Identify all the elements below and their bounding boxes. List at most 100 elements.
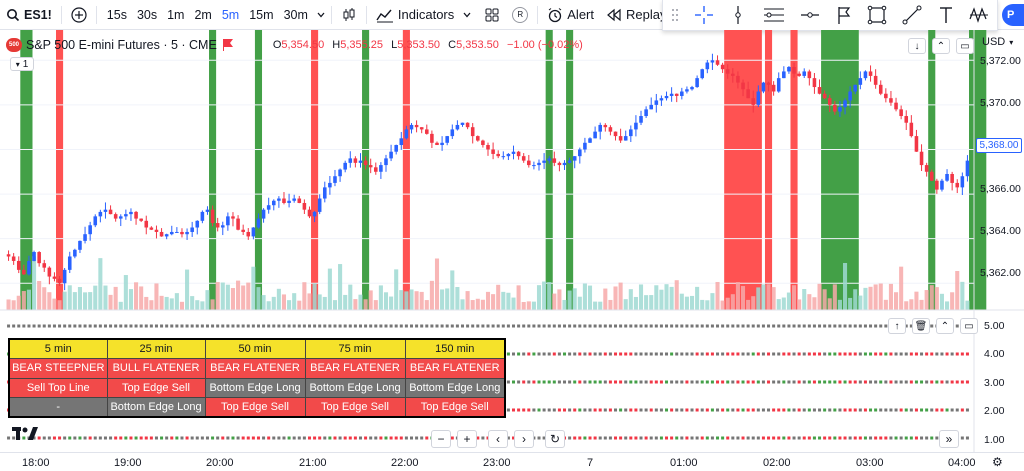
timeframe-15m[interactable]: 15m (249, 7, 274, 22)
volume-bar (480, 299, 485, 310)
currency-selector[interactable]: USD ▾ (978, 32, 1024, 52)
vertical-line-icon[interactable] (729, 5, 747, 25)
indicator-dot (629, 436, 633, 440)
indicator-dot (384, 324, 388, 328)
crosshair-icon[interactable] (694, 5, 714, 25)
horizontal-lines-icon[interactable] (763, 5, 785, 25)
reset-chart-button[interactable]: ↻ (545, 430, 565, 448)
volume-bar (470, 300, 475, 310)
indicator-dot (394, 324, 398, 328)
candle-body (756, 91, 761, 105)
currency-label: USD (982, 36, 1006, 48)
indicator-dot (353, 436, 357, 440)
arrow-up-icon[interactable]: ↑ (888, 318, 906, 334)
publish-button[interactable]: P (1002, 4, 1024, 26)
maximize-pane-icon[interactable]: ▭ (960, 318, 978, 334)
indicator-dot (129, 436, 133, 440)
candle-body (231, 216, 235, 219)
trash-icon[interactable]: 🗑 (912, 318, 930, 334)
replay-button[interactable]: Replay (600, 0, 672, 30)
timeframe-2m[interactable]: 2m (194, 7, 212, 22)
zoom-in-button[interactable]: + (457, 430, 477, 448)
volume-bar (633, 296, 638, 310)
volume-bar (521, 301, 526, 310)
tradingview-logo[interactable] (12, 427, 38, 446)
alert-button[interactable]: Alert (541, 0, 600, 30)
legend-collapse-button[interactable]: ▾ 1 (10, 57, 34, 71)
collapse-pane-icon[interactable]: ⌃ (932, 38, 950, 54)
indicators-button[interactable]: Indicators (370, 0, 478, 30)
table-cell: Top Edge Sell (204, 397, 306, 418)
flag-icon[interactable] (836, 5, 852, 25)
volume-bar (842, 262, 848, 310)
candle-body (159, 231, 164, 237)
gear-icon[interactable]: ⚙ (992, 455, 1003, 469)
arrow-down-icon[interactable]: ↓ (908, 38, 926, 54)
candle-body (868, 71, 873, 76)
indicator-dot (828, 324, 832, 328)
volume-bar (93, 285, 98, 310)
timeframe-30s[interactable]: 30s (136, 7, 158, 22)
timeframe-5m[interactable]: 5m (221, 7, 240, 22)
volume-bar (618, 282, 623, 310)
volume-bar (174, 293, 179, 310)
indicator-dot (823, 352, 827, 356)
text-icon[interactable] (938, 5, 954, 25)
indicator-dot (568, 408, 572, 412)
indicator-dot (746, 352, 750, 356)
timeframe-15s[interactable]: 15s (106, 7, 127, 22)
compare-symbol-button[interactable] (65, 0, 93, 30)
volume-bar (664, 284, 669, 310)
indicator-dot (88, 436, 92, 440)
chart-type-button[interactable] (335, 0, 363, 30)
indicator-dot (578, 352, 582, 356)
horizontal-ray-icon[interactable] (800, 5, 820, 25)
indicator-dot (144, 324, 148, 328)
indicator-dot (863, 436, 867, 440)
rectangle-icon[interactable] (867, 5, 887, 25)
candle-body (741, 82, 745, 90)
scroll-to-realtime-button[interactable]: » (939, 430, 959, 448)
scroll-left-button[interactable]: ‹ (488, 430, 508, 448)
indicator-dot (767, 380, 771, 384)
scroll-right-button[interactable]: › (514, 430, 534, 448)
indicator-dot (904, 436, 908, 440)
indicator-dot (751, 436, 755, 440)
indicator-dot (149, 436, 153, 440)
indicator-dot (639, 352, 643, 356)
volume-bar (21, 291, 26, 310)
indicator-dot (644, 408, 648, 412)
volume-bar (77, 287, 82, 310)
indicator-dot (874, 436, 878, 440)
timeframe-1m[interactable]: 1m (167, 7, 185, 22)
indicator-dot (384, 436, 388, 440)
indicator-dot (782, 380, 786, 384)
indicator-dot (685, 380, 689, 384)
signal-band (209, 30, 217, 310)
indicator-dot (328, 324, 332, 328)
layouts-button[interactable] (478, 0, 506, 30)
time-axis[interactable]: 18:00 19:00 20:00 21:00 22:00 23:00 7 01… (0, 452, 1024, 471)
r-button[interactable]: R (506, 0, 534, 30)
candle-body (52, 276, 57, 279)
volume-bar (190, 296, 195, 310)
red-flag-icon[interactable] (222, 39, 233, 51)
drag-handle-icon[interactable] (671, 7, 679, 23)
chevron-down-icon[interactable] (316, 10, 326, 20)
indicator-dot (603, 436, 607, 440)
timeframe-30m[interactable]: 30m (283, 7, 308, 22)
indicator-dot (930, 324, 934, 328)
price-chart[interactable] (0, 30, 1024, 452)
volume-bar (674, 280, 679, 310)
indicator-dot (858, 324, 862, 328)
pattern-icon[interactable] (969, 5, 989, 25)
indicator-dot (343, 436, 347, 440)
maximize-pane-icon[interactable]: ▭ (956, 38, 974, 54)
symbol-search[interactable]: ES1! (0, 0, 58, 30)
trend-line-icon[interactable] (902, 5, 922, 25)
symbol-title[interactable]: S&P 500 E-mini Futures · 5 · CME (26, 38, 217, 52)
collapse-pane-icon[interactable]: ⌃ (936, 318, 954, 334)
volume-bar (909, 299, 914, 310)
indicator-dot (364, 324, 368, 328)
zoom-out-button[interactable]: − (431, 430, 451, 448)
